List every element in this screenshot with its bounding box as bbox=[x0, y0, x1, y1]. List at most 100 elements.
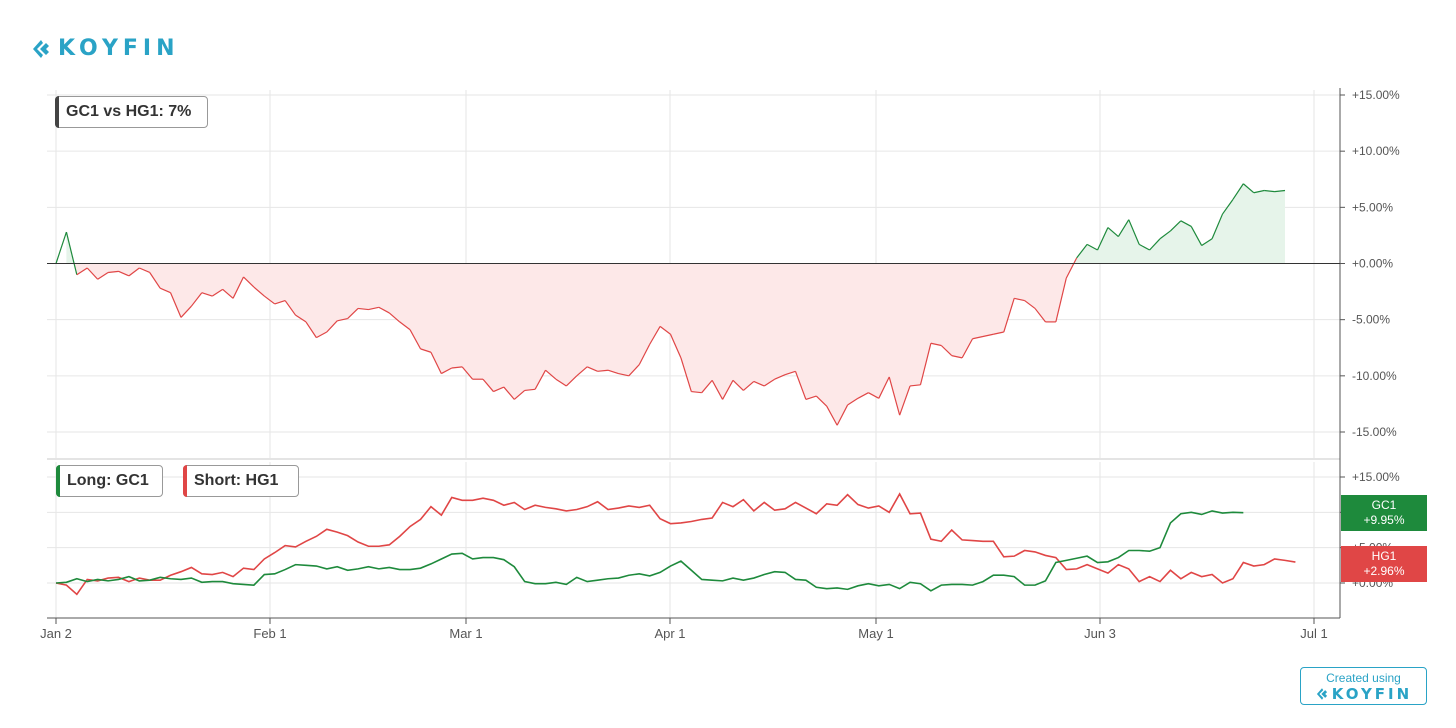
spread-line-segment bbox=[274, 299, 286, 305]
spread-line-segment bbox=[388, 312, 401, 323]
spread-line-segment bbox=[545, 369, 557, 380]
spread-line-segment bbox=[86, 267, 99, 280]
spread-line-segment bbox=[722, 380, 734, 400]
spread-line-segment bbox=[1096, 227, 1109, 251]
spread-line-segment bbox=[399, 321, 411, 331]
gc1-series-line bbox=[55, 510, 1244, 592]
spread-line-segment bbox=[899, 385, 911, 416]
spread-line-segment bbox=[1034, 308, 1046, 323]
spread-line-segment bbox=[794, 371, 807, 400]
spread-line-segment bbox=[211, 288, 223, 297]
spread-line-segment bbox=[878, 376, 890, 399]
spread-line-segment bbox=[961, 338, 974, 359]
spread-line-segment bbox=[565, 375, 578, 387]
spread-line-segment bbox=[763, 378, 775, 387]
spread-line-segment bbox=[972, 335, 984, 340]
spread-line-segment bbox=[930, 342, 942, 347]
hg1-tag-value: +2.96% bbox=[1363, 564, 1405, 578]
spread-line-segment bbox=[337, 317, 348, 322]
negative-area-fill bbox=[74, 263, 1074, 426]
spread-line-segment bbox=[638, 344, 651, 365]
spread-line-segment bbox=[847, 397, 859, 406]
koyfin-logo-text: KOYFIN bbox=[58, 36, 180, 61]
hg1-series-line bbox=[55, 492, 1296, 596]
koyfin-small-logo-icon bbox=[1316, 688, 1327, 700]
spread-line-segment bbox=[243, 276, 255, 288]
spread-line-segment bbox=[222, 288, 234, 299]
spread-line-segment bbox=[201, 292, 213, 297]
short-legend-label: Short: HG1 bbox=[194, 472, 279, 489]
x-tick-label: Jul 1 bbox=[1300, 626, 1327, 641]
spread-line-segment bbox=[1222, 199, 1234, 215]
spread-line-segment bbox=[909, 384, 921, 387]
spread-line-segment bbox=[597, 369, 609, 372]
spread-line-segment bbox=[607, 369, 619, 375]
spread-line-segment bbox=[826, 405, 838, 426]
spread-line-segment bbox=[1055, 277, 1067, 323]
spread-line-segment bbox=[97, 271, 109, 280]
spread-line-segment bbox=[919, 343, 932, 385]
spread-line-segment bbox=[430, 351, 442, 374]
created-using-badge[interactable]: Created using KOYFIN bbox=[1300, 667, 1427, 705]
spread-line-segment bbox=[316, 331, 328, 339]
spread-line-segment bbox=[108, 270, 119, 274]
spread-line-segment bbox=[628, 364, 640, 377]
spread-line-segment bbox=[170, 292, 182, 318]
spread-line-segment bbox=[576, 366, 588, 377]
spread-line-segment bbox=[669, 334, 682, 359]
spread-line-segment bbox=[951, 355, 963, 359]
spread-line-segment bbox=[1232, 183, 1244, 200]
spread-line-segment bbox=[982, 333, 994, 338]
spread-line-segment bbox=[1159, 230, 1171, 240]
spread-line-segment bbox=[295, 314, 307, 323]
x-tick-label: Mar 1 bbox=[449, 626, 482, 641]
spread-line-segment bbox=[55, 231, 67, 264]
spread-line-segment bbox=[691, 390, 702, 394]
top-y-tick-label: +10.00% bbox=[1352, 144, 1400, 158]
spread-line-segment bbox=[1201, 238, 1213, 247]
spread-line-segment bbox=[1024, 300, 1036, 309]
long-legend[interactable]: Long: GC1 bbox=[56, 465, 163, 497]
spread-line-segment bbox=[253, 286, 265, 297]
hg1-last-value-tag: HG1 +2.96% bbox=[1341, 546, 1427, 582]
top-y-tick-label: -5.00% bbox=[1352, 313, 1390, 327]
spread-line-segment bbox=[1264, 189, 1275, 193]
top-y-tick-label: +5.00% bbox=[1352, 200, 1393, 214]
spread-line-segment bbox=[1117, 219, 1130, 237]
spread-line-segment bbox=[513, 389, 526, 400]
spread-line-segment bbox=[993, 331, 1004, 335]
short-legend[interactable]: Short: HG1 bbox=[183, 465, 299, 497]
spread-line-segment bbox=[1190, 226, 1203, 246]
spread-line-segment bbox=[649, 326, 661, 345]
spread-line-segment bbox=[1076, 244, 1088, 259]
spread-line-segment bbox=[618, 373, 629, 377]
spread-line-segment bbox=[1003, 298, 1015, 333]
spread-line-segment bbox=[784, 370, 796, 376]
spread-line-segment bbox=[1149, 238, 1161, 251]
spread-line-segment bbox=[76, 267, 88, 276]
spread-line-segment bbox=[159, 287, 171, 294]
spread-line-segment bbox=[836, 404, 849, 426]
spread-line-segment bbox=[493, 386, 505, 393]
spread-line-segment bbox=[461, 366, 474, 380]
created-using-brand-text: KOYFIN bbox=[1331, 685, 1413, 703]
x-tick-label: May 1 bbox=[858, 626, 893, 641]
spread-line-segment bbox=[586, 366, 598, 372]
spread-line-segment bbox=[753, 380, 765, 387]
spread-line-segment bbox=[420, 348, 432, 353]
spread-line-segment bbox=[1253, 189, 1265, 194]
gc1-last-value-tag: GC1 +9.95% bbox=[1341, 495, 1427, 531]
koyfin-logo-icon bbox=[33, 39, 49, 58]
top-y-tick-label: +15.00% bbox=[1352, 88, 1400, 102]
spread-line-segment bbox=[347, 308, 359, 319]
top-y-tick-label: +0.00% bbox=[1352, 257, 1393, 271]
spread-line-segment bbox=[378, 306, 390, 314]
spread-line-segment bbox=[711, 380, 724, 400]
spread-line-segment bbox=[524, 388, 536, 392]
spread-line-segment bbox=[1014, 297, 1025, 302]
top-y-tick-label: -10.00% bbox=[1352, 369, 1397, 383]
koyfin-logo[interactable]: KOYFIN bbox=[30, 36, 180, 61]
spread-legend-marker bbox=[55, 96, 59, 128]
created-using-brand: KOYFIN bbox=[1301, 685, 1426, 703]
